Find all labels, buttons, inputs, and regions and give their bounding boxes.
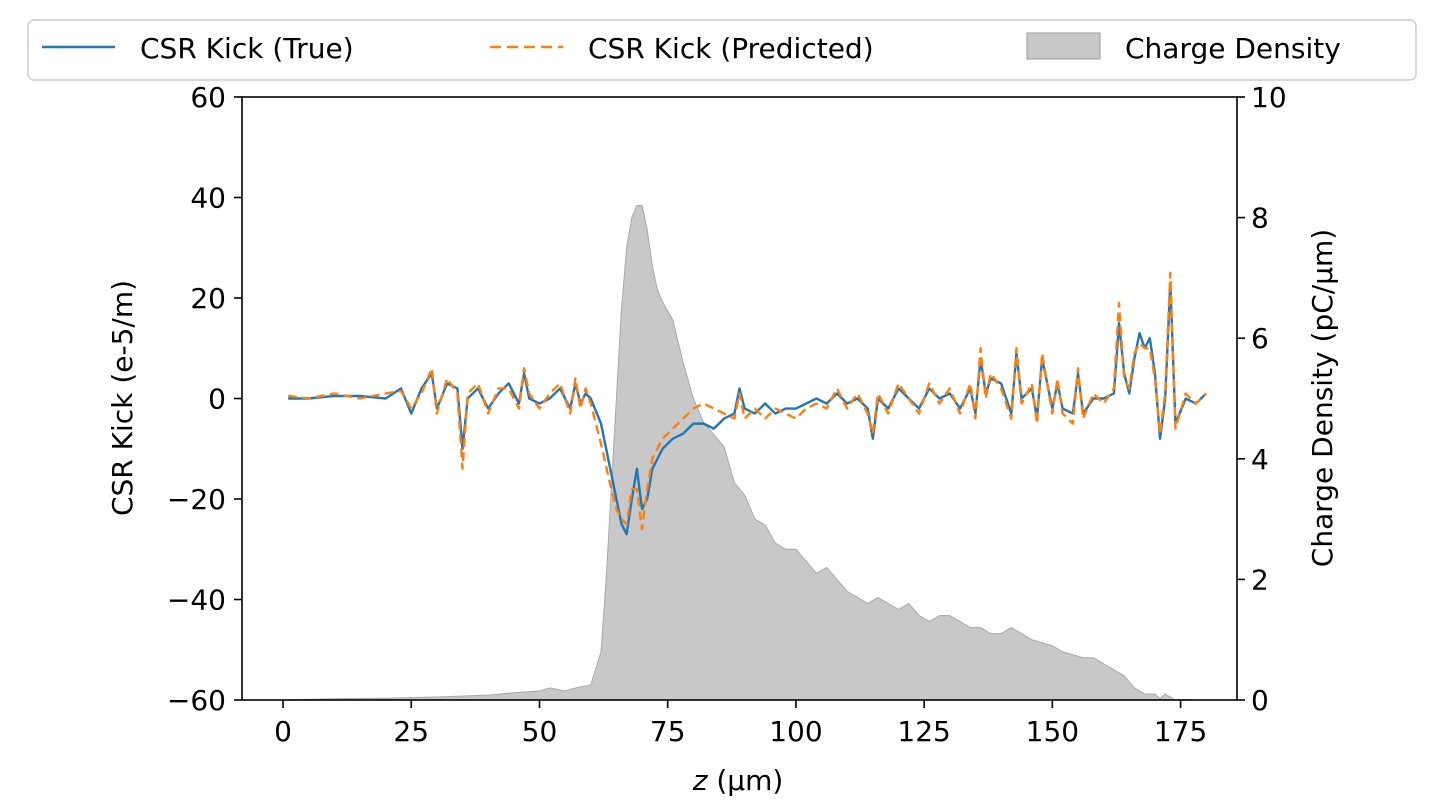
- charge-density-area: [283, 205, 1207, 701]
- right-y-tick-label: 0: [1251, 684, 1269, 717]
- left-y-axis-label: CSR Kick (e-5/m): [106, 280, 139, 516]
- x-tick-label: 150: [1026, 715, 1079, 748]
- left-y-tick-label: 40: [190, 182, 226, 215]
- x-axis-label-variable: z: [692, 764, 709, 797]
- charge-density-area-layer: [283, 205, 1207, 701]
- csr-kick-predicted-line: [288, 271, 1208, 531]
- left-y-tick-label: −60: [167, 684, 226, 717]
- left-y-tick-label: 20: [190, 282, 226, 315]
- left-y-tick-label: 60: [190, 81, 226, 114]
- left-y-tick-label: −20: [167, 483, 226, 516]
- legend-label-true: CSR Kick (True): [140, 32, 354, 65]
- legend-label-predicted: CSR Kick (Predicted): [588, 32, 874, 65]
- right-y-tick-label: 8: [1251, 202, 1269, 235]
- right-y-axis-ticks: 0 2 4 6 8 10: [1237, 81, 1287, 717]
- x-tick-label: 50: [522, 715, 558, 748]
- x-tick-label: 175: [1154, 715, 1207, 748]
- left-y-axis-ticks: −60 −40 −20 0 20 40 60: [167, 81, 242, 717]
- legend: CSR Kick (True) CSR Kick (Predicted) Cha…: [27, 19, 1417, 81]
- legend-label-charge-density: Charge Density: [1125, 32, 1341, 65]
- csr-kick-lines-layer: [288, 271, 1208, 536]
- x-tick-label: 0: [274, 715, 292, 748]
- x-axis-ticks: 0 25 50 75 100 125 150 175: [274, 700, 1207, 748]
- left-y-tick-label: 0: [208, 383, 226, 416]
- right-y-tick-label: 10: [1251, 81, 1287, 114]
- x-tick-label: 125: [897, 715, 950, 748]
- right-y-tick-label: 2: [1251, 563, 1269, 596]
- x-tick-label: 75: [650, 715, 686, 748]
- right-y-tick-label: 6: [1251, 322, 1269, 355]
- right-y-axis-label: Charge Density (pC/μm): [1306, 229, 1339, 567]
- x-axis-label: z (μm): [692, 764, 784, 797]
- x-tick-label: 100: [769, 715, 822, 748]
- x-tick-label: 25: [393, 715, 429, 748]
- left-y-tick-label: −40: [167, 584, 226, 617]
- legend-swatch-charge-density: [1026, 32, 1101, 60]
- x-axis-label-unit: (μm): [716, 764, 783, 797]
- csr-kick-true-line: [288, 281, 1208, 536]
- right-y-tick-label: 4: [1251, 443, 1269, 476]
